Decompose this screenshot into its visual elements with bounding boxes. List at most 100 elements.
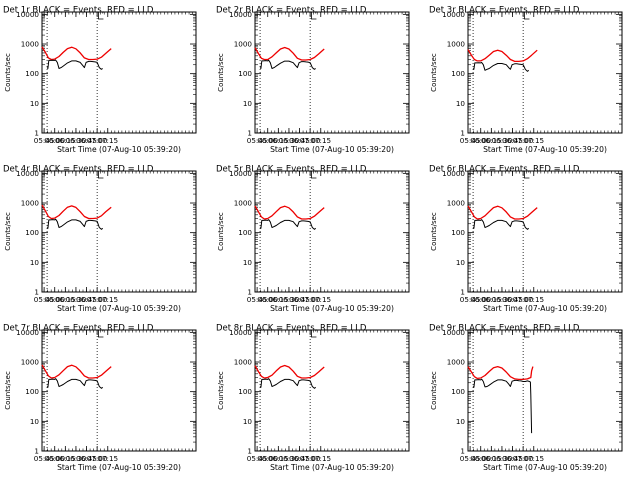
x-tick-label: 06:30 [492,454,513,463]
series-line-events [259,219,317,230]
detector-chart-5: Det 5r BLACK = Events, RED = LLD 1 10 100 10… [216,165,410,313]
x-tick-label: 06:30 [279,295,300,304]
y-tick-label: 1 [34,447,39,456]
y-tick-label: 1 [460,447,465,456]
y-tick-label: 1 [34,288,39,297]
x-tick-label: 06:00 [470,454,491,463]
y-axis-label: Counts/sec [430,212,438,251]
y-tick-label: 10 [243,99,253,108]
y-axis-label: Counts/sec [4,53,12,92]
x-tick-label: 06:00 [257,295,278,304]
chart-title: Det 6r BLACK = Events, RED = LLD [429,165,580,175]
x-tick-label: 06:15 [481,136,502,145]
x-tick-label: 07:15 [310,136,331,145]
chart-title: Det 2r BLACK = Events, RED = LLD [216,6,367,16]
x-axis-label: Start Time (07-Aug-10 05:39:20) [270,463,394,472]
y-tick-label: 1000 [447,358,466,367]
x-tick-label: 06:45 [502,295,523,304]
x-tick-label: 07:00 [300,136,321,145]
interval-bracket-marker [311,330,317,338]
y-tick-label: 1000 [447,199,466,208]
interval-bracket-marker [311,12,317,20]
x-tick-label: 06:30 [492,295,513,304]
y-tick-label: 1 [460,129,465,138]
x-tick-label: 06:15 [481,454,502,463]
y-tick-label: 10000 [16,328,39,337]
x-tick-label: 06:00 [470,136,491,145]
x-tick-label: 06:00 [257,136,278,145]
x-tick-label: 06:00 [257,454,278,463]
y-tick-label: 1000 [21,40,40,49]
y-tick-label: 10000 [442,169,465,178]
y-tick-label: 10 [243,258,253,267]
x-tick-label: 06:15 [268,454,289,463]
y-tick-label: 1 [247,129,252,138]
x-tick-label: 06:00 [44,136,65,145]
x-axis-label: Start Time (07-Aug-10 05:39:20) [57,304,181,313]
interval-bracket-marker [98,330,104,338]
detector-chart-2: Det 2r BLACK = Events, RED = LLD 1 10 100 10… [216,6,410,154]
series-line-events [472,219,530,230]
series-line-lld [254,364,325,379]
detector-chart-9: Det 9r BLACK = Events, RED = LLD 1 10 100 10… [429,324,623,472]
interval-bracket-marker [98,12,104,20]
detector-chart-3: Det 3r BLACK = Events, RED = LLD 1 10 100 10… [429,6,623,154]
x-tick-label: 05:45 [460,454,481,463]
x-tick-label: 05:45 [247,295,268,304]
x-tick-label: 07:00 [87,454,108,463]
x-tick-label: 05:45 [247,136,268,145]
y-axis-label: Counts/sec [217,53,225,92]
y-tick-label: 1 [247,288,252,297]
x-tick-label: 06:30 [66,295,87,304]
x-axis-label: Start Time (07-Aug-10 05:39:20) [57,463,181,472]
y-tick-label: 100 [238,387,252,396]
x-tick-label: 05:45 [460,136,481,145]
x-tick-label: 06:45 [289,454,310,463]
x-tick-label: 06:00 [44,454,65,463]
chart-title: Det 1r BLACK = Events, RED = LLD [3,6,154,16]
y-axis-label: Counts/sec [4,212,12,251]
x-tick-label: 07:15 [97,136,118,145]
y-tick-label: 1 [460,288,465,297]
x-tick-label: 07:15 [310,454,331,463]
y-tick-label: 10 [30,258,40,267]
y-tick-label: 1000 [234,40,253,49]
chart-title: Det 9r BLACK = Events, RED = LLD [429,324,580,334]
plot-frame [467,329,623,452]
x-tick-label: 06:15 [481,295,502,304]
x-tick-label: 07:15 [310,295,331,304]
x-tick-label: 07:00 [300,295,321,304]
plot-frame [467,11,623,134]
series-line-events [46,378,104,389]
plot-frame [254,329,410,452]
x-tick-label: 05:45 [247,454,268,463]
y-tick-label: 1000 [447,40,466,49]
x-tick-label: 07:00 [87,136,108,145]
x-tick-label: 06:15 [55,136,76,145]
interval-bracket-marker [524,171,530,179]
y-tick-label: 10000 [229,328,252,337]
x-tick-label: 07:00 [513,136,534,145]
x-axis-label: Start Time (07-Aug-10 05:39:20) [483,463,607,472]
y-axis-label: Counts/sec [430,53,438,92]
x-tick-label: 06:15 [55,295,76,304]
x-tick-label: 06:45 [76,136,97,145]
x-tick-label: 06:45 [502,454,523,463]
x-tick-label: 06:45 [76,454,97,463]
y-tick-label: 1000 [21,358,40,367]
x-tick-label: 05:45 [460,295,481,304]
plot-frame [254,11,410,134]
x-tick-label: 06:30 [279,454,300,463]
series-line-lld [254,205,325,220]
chart-title: Det 5r BLACK = Events, RED = LLD [216,165,367,175]
x-tick-label: 05:45 [34,136,55,145]
y-tick-label: 100 [25,69,39,78]
x-tick-label: 06:45 [76,295,97,304]
plot-frame [41,11,197,134]
y-tick-label: 10 [30,417,40,426]
x-tick-label: 05:45 [34,295,55,304]
detector-chart-6: Det 6r BLACK = Events, RED = LLD 1 10 100 10… [429,165,623,313]
y-tick-label: 10000 [442,328,465,337]
x-tick-label: 06:15 [268,136,289,145]
